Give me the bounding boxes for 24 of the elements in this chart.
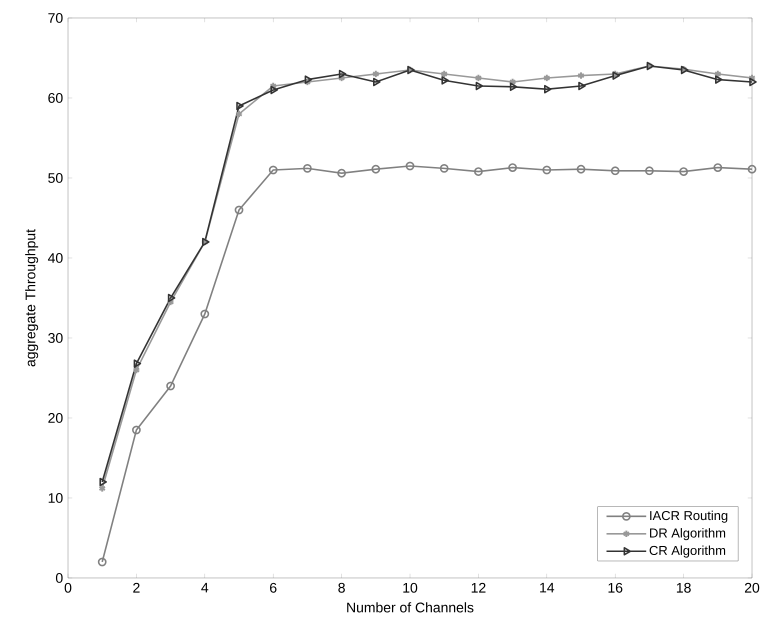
y-tick-label: 60 xyxy=(48,93,63,103)
x-tick-label: 20 xyxy=(744,582,760,593)
x-tick-label: 18 xyxy=(676,582,691,593)
x-tick-label: 4 xyxy=(201,582,208,592)
legend-label: CR Algorithm xyxy=(650,546,726,558)
legend-label: DR Algorithm xyxy=(650,528,726,540)
x-tick-label: 10 xyxy=(403,582,418,593)
y-tick-label: 40 xyxy=(48,253,63,263)
x-axis-title: Number of Channels xyxy=(347,602,474,612)
y-axis-title: aggregate Throughput xyxy=(25,229,38,366)
y-tick-label: 20 xyxy=(48,413,63,423)
y-tick-label: 30 xyxy=(48,333,63,343)
x-tick-label: 0 xyxy=(64,582,72,593)
x-tick-label: 16 xyxy=(608,582,622,593)
x-tick-label: 8 xyxy=(338,582,345,593)
legend-label: IACR Routing xyxy=(650,510,728,523)
y-tick-label: 50 xyxy=(48,173,63,183)
y-tick-label: 0 xyxy=(56,573,63,583)
x-tick-label: 2 xyxy=(133,582,140,593)
y-tick-label: 10 xyxy=(48,493,63,503)
y-tick-label: 70 xyxy=(48,13,63,23)
x-tick-label: 6 xyxy=(270,582,276,593)
x-tick-label: 12 xyxy=(472,582,486,593)
x-tick-label: 14 xyxy=(540,582,554,592)
